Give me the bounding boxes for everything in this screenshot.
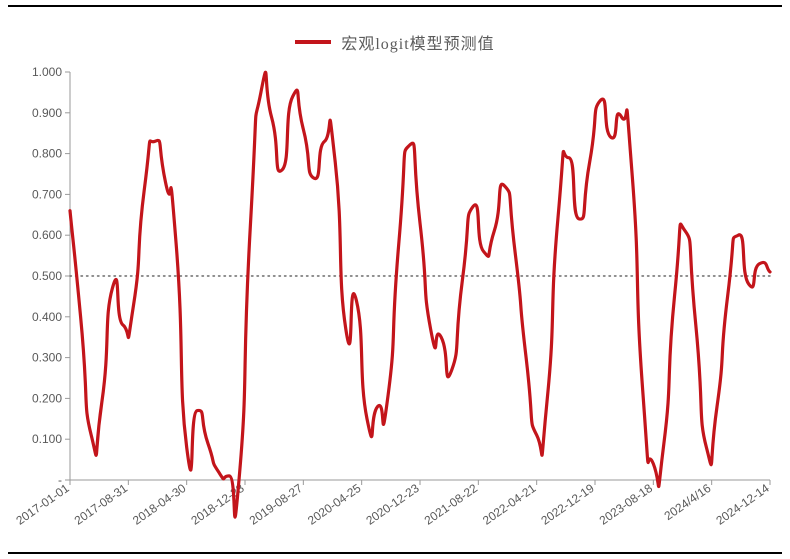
x-tick-label: 2020-12-23 xyxy=(363,481,422,528)
y-tick-label: 0.200 xyxy=(32,391,62,405)
x-tick-label: 2022-12-19 xyxy=(538,481,597,528)
x-tick-label: 2021-08-22 xyxy=(422,481,481,528)
x-tick-label: 2022-04-21 xyxy=(480,481,539,528)
chart-svg: -0.1000.2000.3000.4000.5000.6000.7000.80… xyxy=(0,0,790,559)
x-tick-label: 2017-01-01 xyxy=(13,481,72,528)
x-tick-label: 2018-04-30 xyxy=(130,481,189,528)
y-tick-label: 0.800 xyxy=(32,147,62,161)
y-tick-label: 0.700 xyxy=(32,187,62,201)
legend-swatch xyxy=(295,40,331,44)
x-tick-label: 2023-08-18 xyxy=(597,481,656,528)
x-tick-label: 2020-04-25 xyxy=(305,481,364,528)
x-tick-label: 2019-08-27 xyxy=(247,481,306,528)
legend-label: 宏观logit模型预测值 xyxy=(341,30,494,54)
y-tick-label: 0.300 xyxy=(32,351,62,365)
y-tick-label: 0.900 xyxy=(32,106,62,120)
y-tick-label: 1.000 xyxy=(32,65,62,79)
y-tick-label: 0.500 xyxy=(32,269,62,283)
legend: 宏观logit模型预测值 xyxy=(0,30,790,54)
series-line xyxy=(70,72,770,517)
y-tick-label: 0.100 xyxy=(32,432,62,446)
x-tick-label: 2024/4/16 xyxy=(662,481,714,523)
y-tick-label: 0.400 xyxy=(32,310,62,324)
x-tick-label: 2024-12-14 xyxy=(713,481,772,528)
y-tick-label: 0.600 xyxy=(32,228,62,242)
chart-frame: -0.1000.2000.3000.4000.5000.6000.7000.80… xyxy=(0,0,790,559)
x-tick-label: 2017-08-31 xyxy=(72,481,131,528)
